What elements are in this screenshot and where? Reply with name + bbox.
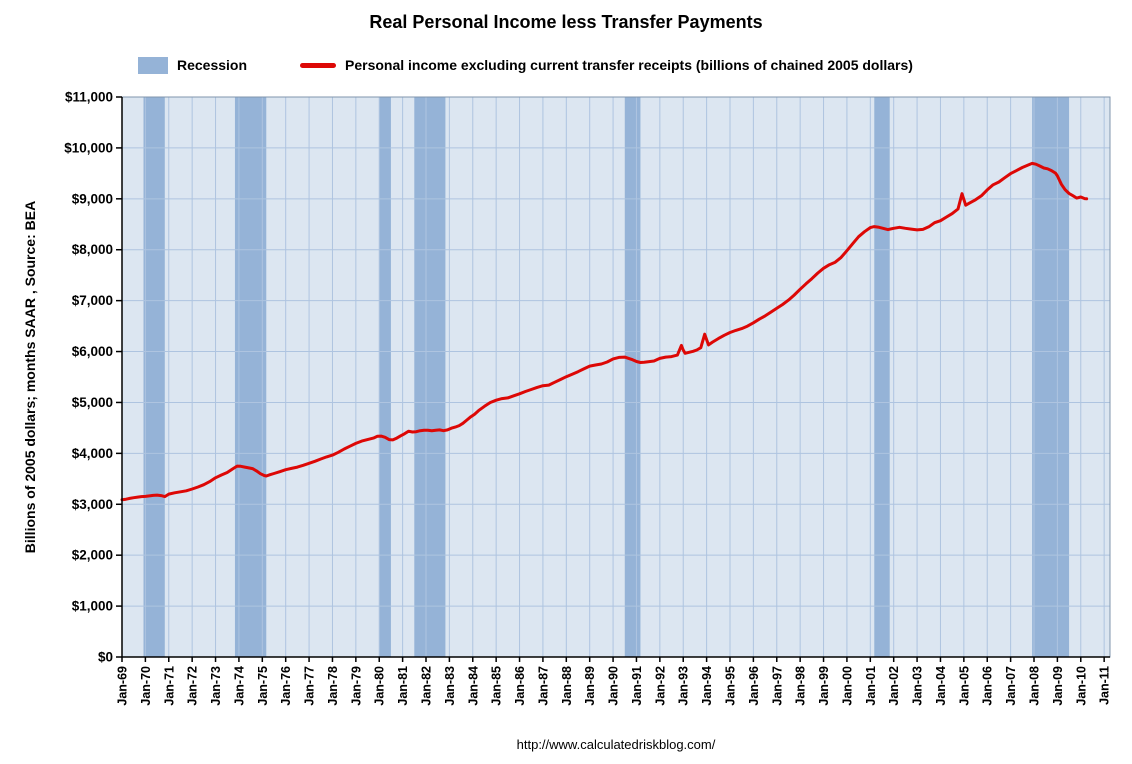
svg-text:Jan-83: Jan-83 xyxy=(443,666,457,706)
svg-text:Jan-03: Jan-03 xyxy=(911,666,925,706)
svg-text:Jan-01: Jan-01 xyxy=(864,666,878,706)
svg-text:$9,000: $9,000 xyxy=(72,191,113,206)
svg-text:$2,000: $2,000 xyxy=(72,548,113,563)
y-axis-title: Billions of 2005 dollars; months SAAR , … xyxy=(22,200,38,554)
svg-text:Jan-08: Jan-08 xyxy=(1028,666,1042,706)
svg-text:$6,000: $6,000 xyxy=(72,344,113,359)
svg-text:$5,000: $5,000 xyxy=(72,395,113,410)
svg-text:Jan-75: Jan-75 xyxy=(256,666,270,706)
legend-label-recession: Recession xyxy=(177,57,248,73)
svg-text:$3,000: $3,000 xyxy=(72,497,113,512)
svg-text:Jan-71: Jan-71 xyxy=(162,666,176,706)
svg-text:Jan-87: Jan-87 xyxy=(536,666,550,706)
svg-text:Jan-06: Jan-06 xyxy=(981,666,995,706)
legend-item-series: Personal income excluding current transf… xyxy=(300,54,913,76)
chart-title: Real Personal Income less Transfer Payme… xyxy=(369,12,763,32)
svg-text:$11,000: $11,000 xyxy=(65,90,113,105)
svg-text:$4,000: $4,000 xyxy=(72,446,113,461)
svg-text:Jan-02: Jan-02 xyxy=(887,666,901,706)
svg-text:Jan-73: Jan-73 xyxy=(209,666,223,706)
svg-text:Jan-70: Jan-70 xyxy=(139,666,153,706)
svg-text:Jan-88: Jan-88 xyxy=(560,666,574,706)
svg-text:$8,000: $8,000 xyxy=(72,242,113,257)
svg-text:Jan-79: Jan-79 xyxy=(349,666,363,706)
recession-swatch xyxy=(138,56,168,74)
legend-item-recession: Recession xyxy=(138,54,247,76)
svg-text:Jan-93: Jan-93 xyxy=(677,666,691,706)
svg-text:Jan-85: Jan-85 xyxy=(490,666,504,706)
footer-url: http://www.calculatedriskblog.com/ xyxy=(516,737,716,752)
svg-text:Jan-84: Jan-84 xyxy=(466,666,480,706)
svg-text:Jan-04: Jan-04 xyxy=(934,666,948,706)
svg-text:Jan-90: Jan-90 xyxy=(607,666,621,706)
svg-text:Jan-94: Jan-94 xyxy=(700,666,714,706)
svg-text:Jan-95: Jan-95 xyxy=(724,666,738,706)
svg-text:Jan-00: Jan-00 xyxy=(840,666,854,706)
svg-text:$0: $0 xyxy=(98,650,113,665)
svg-text:Jan-89: Jan-89 xyxy=(583,666,597,706)
svg-text:Jan-77: Jan-77 xyxy=(303,666,317,706)
svg-text:Jan-96: Jan-96 xyxy=(747,666,761,706)
svg-text:Jan-82: Jan-82 xyxy=(420,666,434,706)
svg-text:Jan-11: Jan-11 xyxy=(1098,666,1112,705)
svg-text:Jan-74: Jan-74 xyxy=(232,666,246,706)
svg-text:Jan-81: Jan-81 xyxy=(396,666,410,706)
svg-text:Jan-07: Jan-07 xyxy=(1004,666,1018,706)
svg-text:Jan-92: Jan-92 xyxy=(653,666,667,706)
svg-text:Jan-09: Jan-09 xyxy=(1051,666,1065,706)
svg-text:Jan-10: Jan-10 xyxy=(1074,666,1088,706)
series-line-swatch xyxy=(300,62,336,68)
svg-text:Jan-80: Jan-80 xyxy=(373,666,387,706)
svg-text:$7,000: $7,000 xyxy=(72,293,113,308)
svg-text:Jan-99: Jan-99 xyxy=(817,666,831,706)
svg-text:Jan-72: Jan-72 xyxy=(186,666,200,706)
svg-text:$10,000: $10,000 xyxy=(64,140,113,155)
svg-text:Jan-78: Jan-78 xyxy=(326,666,340,706)
svg-text:Jan-86: Jan-86 xyxy=(513,666,527,706)
svg-text:Jan-98: Jan-98 xyxy=(794,666,808,706)
svg-text:Jan-76: Jan-76 xyxy=(279,666,293,706)
legend-label-series: Personal income excluding current transf… xyxy=(345,57,913,73)
svg-text:Jan-05: Jan-05 xyxy=(957,666,971,706)
svg-text:Jan-91: Jan-91 xyxy=(630,666,644,706)
svg-text:Jan-97: Jan-97 xyxy=(770,666,784,706)
svg-text:Jan-69: Jan-69 xyxy=(116,666,130,706)
svg-text:$1,000: $1,000 xyxy=(72,599,113,614)
